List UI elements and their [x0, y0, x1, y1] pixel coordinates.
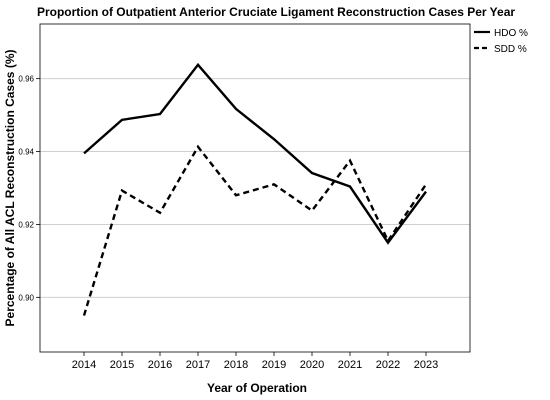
x-tick-label: 2016 — [148, 359, 172, 371]
y-tick-label: 0.96 — [18, 75, 34, 84]
y-axis-label: Percentage of All ACL Reconstruction Cas… — [3, 50, 17, 327]
y-tick-label: 0.90 — [18, 293, 34, 302]
y-ticks: 0.90 0.92 0.94 0.96 — [18, 75, 40, 302]
legend-label-sdd: SDD % — [494, 44, 527, 55]
plot-frame — [39, 23, 471, 353]
x-tick-label: 2018 — [224, 359, 248, 371]
x-tick-label: 2014 — [72, 359, 96, 371]
series-line-sdd — [82, 144, 427, 316]
x-tick-label: 2021 — [338, 359, 362, 371]
legend: HDO % SDD % — [474, 28, 528, 55]
x-tick-label: 2015 — [110, 359, 134, 371]
legend-label-hdo: HDO % — [494, 28, 528, 39]
x-tick-label: 2023 — [414, 359, 438, 371]
x-tick-label: 2017 — [186, 359, 210, 371]
y-tick-label: 0.92 — [18, 220, 34, 229]
series-layer — [82, 62, 427, 316]
series-line-hdo — [83, 62, 427, 245]
grid-layer — [40, 78, 470, 298]
y-tick-label: 0.94 — [18, 148, 34, 157]
x-tick-label: 2020 — [300, 359, 324, 371]
chart-title: Proportion of Outpatient Anterior Crucia… — [37, 5, 515, 19]
x-tick-label: 2019 — [262, 359, 286, 371]
x-tick-label: 2022 — [376, 359, 400, 371]
x-ticks: 2014 2015 2016 2017 2018 2019 2020 2021 2022 2023 — [72, 352, 438, 371]
x-axis-label: Year of Operation — [207, 381, 307, 395]
